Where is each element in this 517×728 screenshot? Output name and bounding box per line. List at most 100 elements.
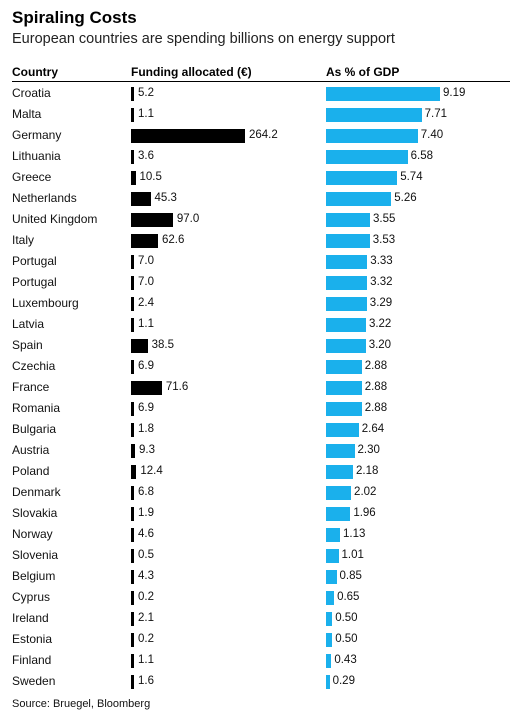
gdp-value-label: 2.02 [354, 486, 377, 498]
gdp-bar [326, 87, 440, 101]
funding-bar [131, 486, 134, 500]
gdp-bar [326, 381, 362, 395]
column-header-funding: Funding allocated (€) [131, 65, 252, 79]
funding-value-label: 0.5 [138, 549, 154, 561]
table-row: Ireland 2.1 0.50 [0, 609, 517, 630]
funding-value-label: 1.1 [138, 108, 154, 120]
gdp-bar [326, 360, 362, 374]
funding-bar [131, 423, 134, 437]
table-row: Portugal 7.0 3.32 [0, 273, 517, 294]
table-row: Luxembourg 2.4 3.29 [0, 294, 517, 315]
table-row: Greece 10.5 5.74 [0, 168, 517, 189]
funding-value-label: 97.0 [176, 213, 200, 225]
gdp-bar [326, 150, 408, 164]
gdp-bar [326, 318, 366, 332]
country-label: Estonia [12, 632, 53, 646]
funding-value-label: 264.2 [249, 129, 278, 141]
table-row: Croatia 5.2 9.19 [0, 84, 517, 105]
gdp-bar [326, 339, 366, 353]
table-row: Netherlands 45.3 5.26 [0, 189, 517, 210]
funding-bar [131, 318, 134, 332]
header-divider [12, 81, 510, 82]
country-label: Portugal [12, 254, 57, 268]
gdp-value-label: 0.29 [332, 675, 355, 687]
table-row: Cyprus 0.2 0.65 [0, 588, 517, 609]
table-row: Romania 6.9 2.88 [0, 399, 517, 420]
country-label: Slovenia [12, 548, 59, 562]
country-label: France [12, 380, 50, 394]
column-header-country: Country [12, 65, 58, 79]
table-row: Finland 1.1 0.43 [0, 651, 517, 672]
funding-bar [131, 549, 134, 563]
table-row: Belgium 4.3 0.85 [0, 567, 517, 588]
table-row: Norway 4.6 1.13 [0, 525, 517, 546]
table-row: Sweden 1.6 0.29 [0, 672, 517, 693]
table-row: France 71.6 2.88 [0, 378, 517, 399]
funding-value-label: 12.4 [140, 465, 163, 477]
gdp-bar [326, 675, 330, 689]
table-row: Latvia 1.1 3.22 [0, 315, 517, 336]
gdp-bar [326, 633, 333, 647]
country-label: Lithuania [12, 149, 61, 163]
funding-value-label: 0.2 [138, 633, 154, 645]
funding-bar [131, 360, 134, 374]
country-label: Poland [12, 464, 50, 478]
funding-value-label: 1.6 [138, 675, 154, 687]
country-label: Spain [12, 338, 43, 352]
gdp-value-label: 5.26 [394, 192, 417, 204]
gdp-bar [326, 402, 362, 416]
country-label: Greece [12, 170, 52, 184]
country-label: Romania [12, 401, 61, 415]
funding-bar [131, 192, 151, 206]
funding-bar [131, 507, 134, 521]
funding-value-label: 10.5 [139, 171, 162, 183]
funding-value-label: 3.6 [138, 150, 154, 162]
gdp-value-label: 2.88 [364, 402, 388, 414]
funding-bar [131, 528, 134, 542]
funding-value-label: 4.6 [138, 528, 154, 540]
gdp-bar [326, 507, 351, 521]
gdp-value-label: 1.96 [353, 507, 376, 519]
country-label: Czechia [12, 359, 56, 373]
gdp-bar [326, 612, 333, 626]
funding-bar [131, 234, 158, 248]
funding-value-label: 7.0 [138, 276, 155, 288]
gdp-bar [326, 213, 371, 227]
funding-bar [131, 150, 134, 164]
gdp-value-label: 3.33 [370, 255, 393, 267]
gdp-value-label: 0.43 [334, 654, 357, 666]
gdp-bar [326, 549, 339, 563]
country-label: Germany [12, 128, 62, 142]
gdp-value-label: 9.19 [443, 87, 466, 99]
funding-bar [131, 465, 137, 479]
gdp-bar [326, 276, 368, 290]
table-row: Denmark 6.8 2.02 [0, 483, 517, 504]
funding-value-label: 45.3 [154, 192, 177, 204]
gdp-value-label: 3.32 [370, 276, 393, 288]
funding-bar [131, 87, 134, 101]
funding-bar [131, 381, 162, 395]
funding-bar [131, 675, 134, 689]
country-label: Belgium [12, 569, 56, 583]
gdp-bar [326, 570, 337, 584]
source-note: Source: Bruegel, Bloomberg [12, 698, 151, 710]
column-header-gdp: As % of GDP [326, 65, 400, 79]
gdp-bar [326, 234, 370, 248]
funding-bar [131, 213, 173, 227]
country-label: Luxembourg [12, 296, 79, 310]
funding-bar [131, 402, 134, 416]
country-label: Cyprus [12, 590, 51, 604]
table-row: Spain 38.5 3.20 [0, 336, 517, 357]
funding-bar [131, 570, 134, 584]
funding-bar [131, 633, 134, 647]
gdp-bar [326, 591, 335, 605]
table-row: Slovenia 0.5 1.01 [0, 546, 517, 567]
funding-value-label: 62.6 [162, 234, 185, 246]
gdp-bar [326, 444, 355, 458]
funding-bar [131, 591, 134, 605]
gdp-value-label: 7.40 [420, 129, 444, 141]
gdp-bar [326, 255, 368, 269]
funding-value-label: 2.1 [138, 612, 154, 624]
funding-bar [131, 129, 245, 143]
funding-bar [131, 276, 135, 290]
